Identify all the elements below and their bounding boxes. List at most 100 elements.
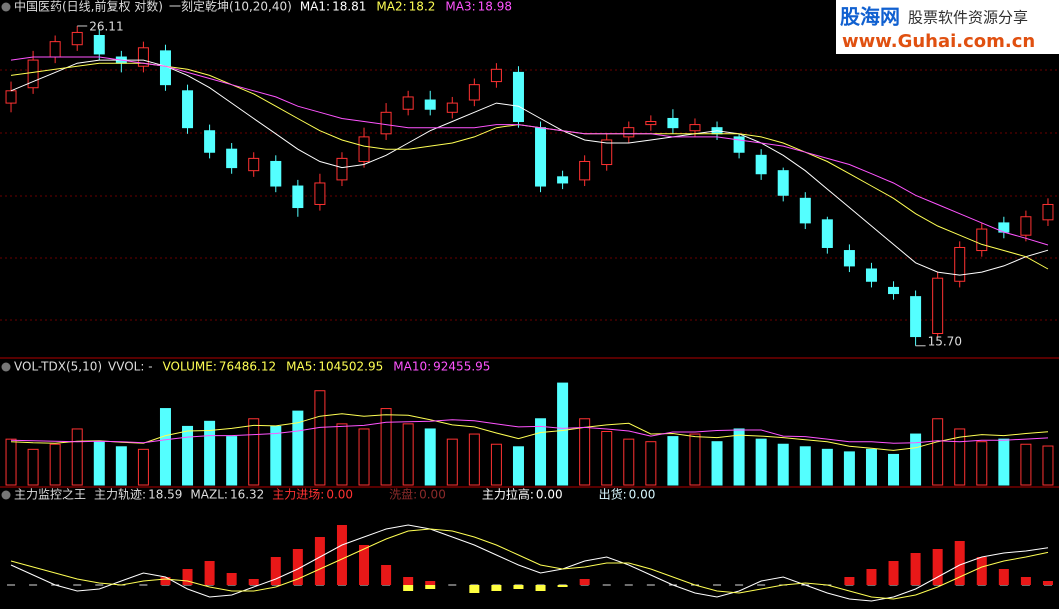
candle-body — [358, 136, 370, 162]
volume-bar — [755, 438, 767, 486]
volume-ma-line — [10, 413, 1049, 451]
indicator-bar — [270, 557, 281, 585]
volume-bar — [490, 443, 502, 486]
candle-body — [270, 160, 282, 187]
candle-body — [777, 170, 789, 196]
header-text: MA5: — [286, 360, 316, 374]
candle-body — [579, 160, 591, 181]
candle-body — [888, 286, 900, 295]
volume-bar — [932, 418, 944, 486]
volume-bar — [821, 448, 833, 486]
indicator-bar — [336, 525, 347, 585]
header-icon — [1, 362, 11, 372]
volume-bar — [5, 438, 17, 486]
header-text: 76486.12 — [219, 360, 276, 374]
header-text: 18.98 — [478, 0, 512, 14]
indicator-bar — [359, 545, 370, 585]
header-text: MA3: — [445, 0, 475, 14]
price-annotation: 26.11 — [89, 19, 123, 33]
candle-body — [468, 84, 480, 101]
indicator-bar — [910, 553, 921, 585]
candle-body — [954, 246, 966, 282]
header-text: MA2: — [376, 0, 406, 14]
candle-body — [71, 31, 83, 46]
indicator-bar — [954, 541, 965, 585]
indicator-bar — [204, 561, 215, 585]
volume-bar — [689, 433, 701, 486]
candle-body — [1042, 203, 1054, 221]
volume-bar — [535, 418, 547, 486]
candle-body — [248, 157, 260, 172]
volume-bar — [512, 446, 524, 486]
header-icon — [1, 2, 11, 12]
candle-body — [557, 176, 569, 184]
volume-bar — [733, 428, 745, 486]
header-text: MA10: — [393, 360, 431, 374]
volume-bar — [799, 446, 811, 486]
volume-bar — [468, 433, 480, 486]
volume-bar — [115, 446, 127, 486]
volume-bar — [93, 441, 105, 486]
candle-body — [137, 47, 149, 67]
volume-bar — [645, 441, 657, 486]
candle-body — [490, 68, 502, 83]
candle-body — [336, 157, 348, 181]
header-text: 中国医药(日线,前复权 对数) — [14, 0, 163, 14]
indicator-bar — [403, 585, 414, 591]
indicator-bar — [866, 569, 877, 585]
candle-body — [799, 197, 811, 224]
candle-body — [226, 148, 238, 169]
header-text: 洗盘: — [389, 487, 417, 502]
volume-ma-line — [10, 419, 1049, 444]
header-text: VVOL: - — [108, 360, 153, 374]
indicator-bar — [932, 549, 943, 585]
indicator-bar — [888, 561, 899, 585]
indicator-bar — [535, 585, 546, 591]
volume-bar — [226, 436, 238, 486]
volume-bar — [843, 451, 855, 486]
candle-body — [645, 121, 657, 126]
header-text: 18.81 — [332, 0, 366, 14]
indicator-bar — [314, 537, 325, 585]
header-text: VOL-TDX(5,10) — [14, 360, 102, 374]
header-text: 主力进场: — [272, 488, 324, 502]
volume-bar — [424, 428, 436, 486]
volume-bar — [314, 390, 326, 486]
volume-bar — [667, 436, 679, 486]
header-icon — [1, 490, 11, 500]
header-text: 92455.95 — [433, 360, 490, 374]
candle-body — [733, 136, 745, 153]
volume-bar — [71, 428, 83, 486]
header-text: 主力监控之王 — [14, 488, 86, 502]
volume-bar — [49, 443, 61, 486]
watermark-brand: 股海网 — [840, 5, 900, 29]
indicator-bar — [998, 569, 1009, 585]
volume-bar — [910, 433, 922, 486]
header-text: 出货: — [599, 487, 627, 502]
indicator-bar — [292, 549, 303, 585]
candle-body — [689, 124, 701, 132]
candle-body — [380, 111, 392, 135]
indicator-bar — [248, 579, 259, 585]
volume-bar — [601, 431, 613, 486]
watermark-tagline: 股票软件资源分享 — [908, 9, 1028, 27]
volume-bar — [292, 410, 304, 486]
volume-bar — [954, 428, 966, 486]
indicator-bar — [976, 557, 987, 585]
candle-body — [667, 117, 679, 129]
indicator-bar — [1042, 581, 1053, 585]
header-text: 18.59 — [148, 488, 182, 502]
indicator-bar — [160, 577, 171, 585]
header-text: 主力轨迹: — [94, 488, 146, 502]
candle-body — [446, 102, 458, 113]
volume-bar — [579, 418, 591, 486]
volume-bar — [777, 443, 789, 486]
candle-body — [182, 90, 194, 129]
volume-bar — [557, 382, 569, 486]
indicator-line — [10, 524, 1049, 602]
header-text: 18.2 — [409, 0, 436, 14]
header-text: 0.00 — [419, 488, 446, 502]
